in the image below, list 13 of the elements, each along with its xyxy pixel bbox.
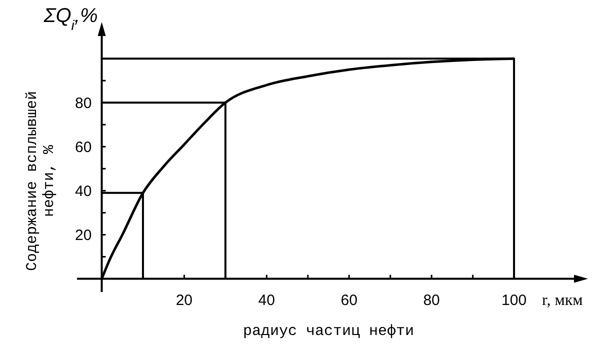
- x-tick-label: 100: [502, 292, 527, 309]
- y-tick-label: 40: [75, 182, 92, 200]
- y-tick-label: 60: [75, 138, 92, 156]
- y-tick-label: 20: [75, 227, 92, 244]
- y-tick-label: 80: [75, 94, 92, 112]
- x-tick-label: 20: [176, 292, 193, 309]
- x-tick-label: 40: [258, 292, 275, 309]
- annotation: ΣQ$_{i}$,%: [42, 5, 98, 33]
- x-tick-label: 60: [340, 292, 358, 309]
- x-tick-label: 80: [423, 292, 440, 309]
- y-axis-title: Содержание всплывшей нефти, %: [24, 90, 58, 272]
- x-axis-title: радиус частиц нефти: [242, 323, 414, 340]
- annotation: r, мкм: [542, 292, 583, 309]
